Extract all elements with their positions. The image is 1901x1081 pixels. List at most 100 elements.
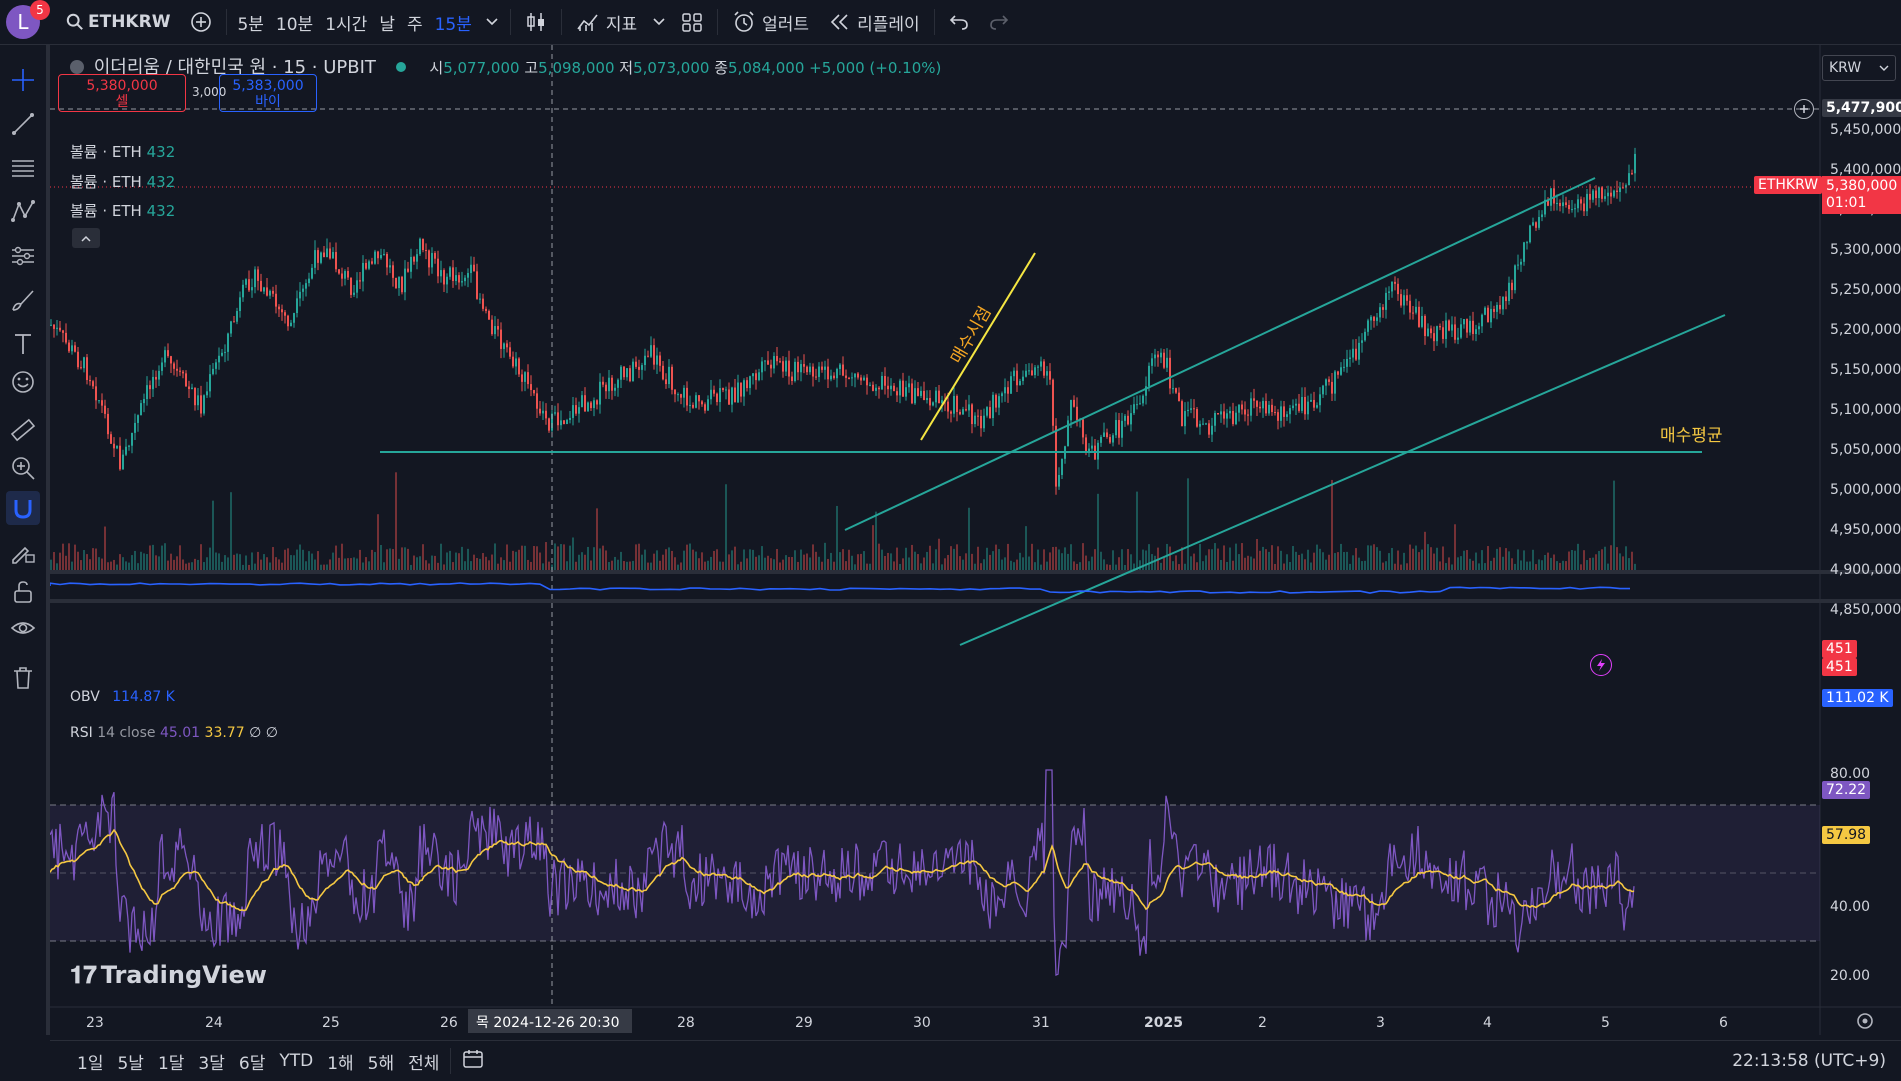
buy-point-line[interactable] xyxy=(920,252,1036,441)
range-5y[interactable]: 5해 xyxy=(367,1053,395,1074)
candle-body xyxy=(1130,413,1132,425)
lock-all-tool[interactable] xyxy=(6,575,40,609)
indicators-button[interactable]: 지표 xyxy=(566,0,647,44)
candle-body xyxy=(152,376,154,390)
channel-upper-line[interactable] xyxy=(844,177,1596,531)
volume-legend[interactable]: 볼륨 · ETH 432 xyxy=(70,200,175,221)
candle-body xyxy=(1286,414,1288,417)
lock-drawing-tool[interactable] xyxy=(6,535,40,569)
symbol-search[interactable]: ETHKRW xyxy=(56,0,180,44)
interval-day[interactable]: 날 xyxy=(379,14,395,35)
volume-bar xyxy=(437,562,439,570)
candle-body xyxy=(404,268,406,293)
measure-tool[interactable] xyxy=(6,413,40,447)
interval-1h[interactable]: 1시간 xyxy=(325,14,368,35)
sell-button[interactable]: 5,380,000 셀 xyxy=(58,74,186,112)
interval-5m[interactable]: 5분 xyxy=(237,14,264,35)
text-tool[interactable] xyxy=(6,327,40,361)
layouts-button[interactable] xyxy=(671,0,713,44)
tradingview-logo[interactable]: 𝟏𝟕 TradingView xyxy=(70,961,267,989)
magnet-tool[interactable] xyxy=(6,491,40,525)
candle-body xyxy=(1538,217,1540,228)
avg-buy-label[interactable]: 매수평균 xyxy=(1660,426,1723,446)
pattern-tool[interactable] xyxy=(6,195,40,229)
symbol-legend[interactable]: 이더리움 / 대한민국 원 · 15 · UPBIT 시5,077,000 고5… xyxy=(70,53,941,79)
chart-area[interactable]: 매수시점 매수평균 5,450,000 5,400,000 5,350,000 … xyxy=(50,45,1901,1035)
undo-button[interactable] xyxy=(939,0,979,44)
volume-bar xyxy=(146,554,148,570)
candle-body xyxy=(1628,173,1630,186)
redo-button[interactable] xyxy=(979,0,1019,44)
range-5d[interactable]: 5날 xyxy=(117,1053,144,1074)
goto-date-button[interactable] xyxy=(455,1049,491,1074)
candle-body xyxy=(113,443,115,449)
candle-body xyxy=(1187,409,1189,412)
range-3m[interactable]: 3달 xyxy=(198,1053,225,1074)
volume-bar xyxy=(1112,550,1114,570)
chart-settings-button[interactable] xyxy=(1857,1013,1873,1029)
candle-body xyxy=(1514,265,1516,291)
interval-week[interactable]: 주 xyxy=(406,14,423,35)
candle-body xyxy=(1349,357,1351,359)
volume-bar xyxy=(605,550,607,570)
interval-10m[interactable]: 10분 xyxy=(275,14,314,35)
currency-select[interactable]: KRW xyxy=(1822,55,1896,81)
time-axis[interactable]: 23 24 25 26 28 29 30 31 2025 2 3 4 5 6 목… xyxy=(50,1006,1901,1033)
volume-bar xyxy=(1244,557,1246,570)
alerts-button[interactable]: 얼러트 xyxy=(722,0,819,44)
candle-body xyxy=(398,276,400,289)
compare-button[interactable] xyxy=(180,0,222,44)
volume-bar xyxy=(1328,554,1330,570)
candle-body xyxy=(227,333,229,352)
forecast-tool[interactable] xyxy=(6,239,40,273)
volume-bar xyxy=(317,551,319,570)
brush-tool[interactable] xyxy=(6,283,40,317)
trendline-tool[interactable] xyxy=(6,107,40,141)
range-1m[interactable]: 1달 xyxy=(157,1053,185,1074)
volume-bar xyxy=(107,562,109,570)
volume-bar xyxy=(1262,546,1264,570)
range-1y[interactable]: 1해 xyxy=(327,1053,354,1074)
volume-legend[interactable]: 볼륨 · ETH 432 xyxy=(70,171,175,192)
crosshair-tool[interactable] xyxy=(6,63,40,97)
range-ytd[interactable]: YTD xyxy=(279,1051,314,1071)
collapse-legend-button[interactable] xyxy=(72,228,100,248)
candle-body xyxy=(608,377,610,392)
rsi-legend[interactable]: RSI 14 close 45.01 33.77 ∅ ∅ xyxy=(70,725,278,741)
volume-bar xyxy=(488,560,490,570)
clock-timezone[interactable]: 22:13:58 (UTC+9) xyxy=(1732,1051,1886,1071)
indicators-dropdown[interactable] xyxy=(647,0,671,44)
price-axis[interactable]: 5,450,000 5,400,000 5,350,000 5,300,000 … xyxy=(1830,122,1901,984)
interval-15m[interactable]: 15분 xyxy=(434,14,472,35)
volume-bar xyxy=(1319,548,1321,570)
range-all[interactable]: 전체 xyxy=(408,1053,440,1074)
add-alert-button[interactable] xyxy=(1794,99,1814,119)
zoom-tool[interactable] xyxy=(6,451,40,485)
volume-bar xyxy=(1196,562,1198,570)
range-1d[interactable]: 1일 xyxy=(77,1053,104,1074)
volume-bar xyxy=(1148,544,1150,570)
volume-legend[interactable]: 볼륨 · ETH 432 xyxy=(70,141,175,162)
buy-button[interactable]: 5,383,000 바이 xyxy=(219,74,317,112)
chart-type-button[interactable] xyxy=(515,0,557,44)
lightning-marker[interactable] xyxy=(1590,654,1612,676)
fib-tool[interactable] xyxy=(6,151,40,185)
replay-button[interactable]: 리플레이 xyxy=(819,0,930,44)
obv-legend[interactable]: OBV 114.87 K xyxy=(70,689,175,705)
interval-dropdown[interactable] xyxy=(478,0,506,44)
volume-bar xyxy=(1013,562,1015,570)
hide-drawings-tool[interactable] xyxy=(6,611,40,645)
candle-body xyxy=(1529,225,1531,243)
candle-body xyxy=(932,402,934,406)
chart-canvas[interactable]: 매수시점 매수평균 5,450,000 5,400,000 5,350,000 … xyxy=(50,45,1901,1035)
volume-bar xyxy=(1136,491,1138,570)
range-6m[interactable]: 6달 xyxy=(238,1053,266,1074)
volume-bar xyxy=(710,556,712,570)
candle-body xyxy=(326,248,328,258)
emoji-tool[interactable] xyxy=(6,365,40,399)
remove-drawings-tool[interactable] xyxy=(6,661,40,695)
candle-body xyxy=(815,376,817,378)
candle-body xyxy=(956,395,958,412)
channel-lower-line[interactable] xyxy=(959,314,1726,646)
volume-bar xyxy=(413,555,415,570)
